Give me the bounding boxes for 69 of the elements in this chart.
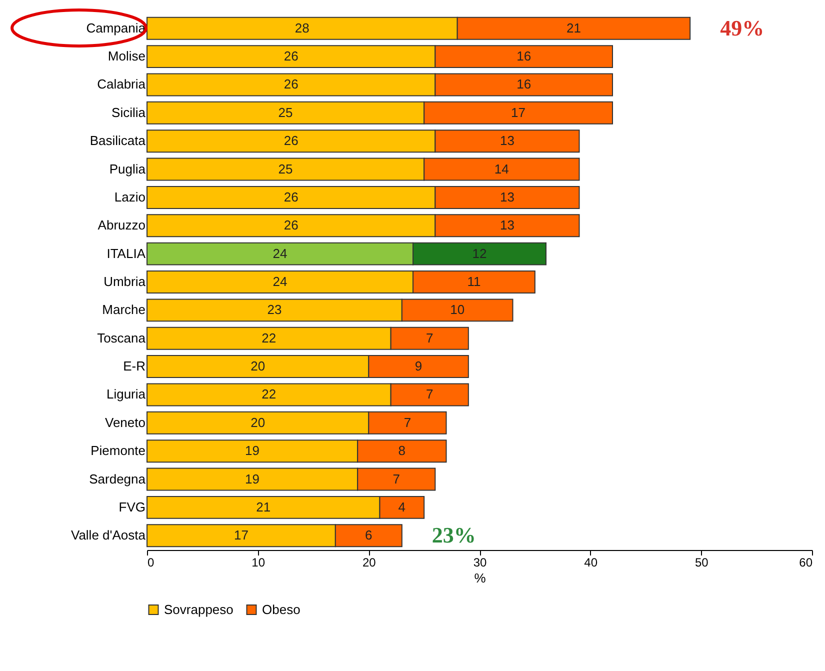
data-label: 26 bbox=[284, 76, 298, 92]
data-label: 8 bbox=[398, 443, 406, 458]
x-tick-label: 60 bbox=[799, 556, 813, 570]
data-label: 16 bbox=[516, 76, 532, 92]
y-tick-label: FVG bbox=[118, 499, 146, 514]
data-label: 7 bbox=[392, 471, 400, 486]
annotation: 23% bbox=[432, 522, 476, 548]
data-label: 24 bbox=[272, 274, 288, 289]
y-tick-label: ITALIA bbox=[106, 246, 146, 261]
data-label: 4 bbox=[398, 499, 406, 514]
data-label: 9 bbox=[414, 358, 422, 374]
data-label: 6 bbox=[365, 528, 372, 543]
data-label: 7 bbox=[426, 330, 434, 346]
x-tick-label: 50 bbox=[694, 556, 709, 570]
data-label: 26 bbox=[284, 48, 298, 64]
y-tick-label: Umbria bbox=[104, 274, 146, 289]
y-tick-label: Campania bbox=[86, 20, 146, 36]
annotation: 49% bbox=[720, 15, 764, 40]
y-tick-label: Valle d'Aosta bbox=[70, 528, 146, 543]
data-label: 26 bbox=[284, 133, 298, 148]
x-tick-label: 30 bbox=[473, 556, 487, 570]
legend-label: Sovrappeso bbox=[164, 602, 234, 617]
y-tick-label: Marche bbox=[102, 302, 146, 318]
y-tick-label: E-R bbox=[123, 358, 146, 374]
data-label: 7 bbox=[404, 414, 412, 430]
data-label: 17 bbox=[511, 104, 526, 120]
data-label: 21 bbox=[566, 20, 581, 36]
legend-label: Obeso bbox=[262, 602, 300, 617]
y-tick-label: Basilicata bbox=[90, 133, 146, 148]
data-label: 22 bbox=[262, 330, 276, 346]
y-tick-label: Sardegna bbox=[89, 471, 146, 486]
y-tick-label: Molise bbox=[108, 48, 146, 64]
data-label: 26 bbox=[284, 218, 298, 233]
y-tick-label: Calabria bbox=[97, 76, 146, 92]
x-tick-label: 10 bbox=[252, 556, 266, 570]
y-tick-label: Piemonte bbox=[90, 443, 146, 458]
y-tick-label: Veneto bbox=[105, 414, 146, 430]
y-tick-label: Puglia bbox=[109, 161, 146, 176]
y-tick-label: Sicilia bbox=[112, 104, 146, 120]
data-label: 14 bbox=[494, 161, 509, 176]
data-label: 10 bbox=[450, 302, 465, 318]
data-label: 26 bbox=[284, 189, 298, 204]
data-label: 28 bbox=[294, 20, 310, 36]
data-label: 19 bbox=[245, 471, 260, 486]
x-tick-label: 0 bbox=[148, 556, 154, 570]
data-label: 20 bbox=[250, 414, 266, 430]
data-label: 11 bbox=[467, 274, 481, 289]
data-label: 24 bbox=[272, 246, 288, 261]
x-tick-label: 20 bbox=[362, 556, 376, 570]
y-tick-label: Lazio bbox=[114, 189, 146, 204]
data-label: 16 bbox=[516, 48, 532, 64]
x-axis-title: % bbox=[474, 570, 486, 586]
data-label: 12 bbox=[472, 246, 487, 261]
data-label: 7 bbox=[426, 386, 434, 402]
data-label: 22 bbox=[262, 386, 276, 402]
y-tick-label: Toscana bbox=[97, 330, 146, 346]
data-label: 19 bbox=[245, 443, 260, 458]
data-label: 13 bbox=[500, 218, 514, 233]
data-label: 23 bbox=[267, 302, 282, 318]
data-label: 13 bbox=[500, 189, 514, 204]
y-tick-label: Abruzzo bbox=[98, 218, 146, 233]
data-label: 17 bbox=[234, 528, 248, 543]
data-label: 25 bbox=[278, 104, 293, 120]
data-label: 13 bbox=[500, 133, 514, 148]
data-label: 21 bbox=[256, 499, 271, 514]
data-label: 20 bbox=[250, 358, 266, 374]
data-label: 25 bbox=[278, 161, 293, 176]
y-tick-label: Liguria bbox=[106, 386, 146, 402]
x-tick-label: 40 bbox=[584, 556, 598, 570]
